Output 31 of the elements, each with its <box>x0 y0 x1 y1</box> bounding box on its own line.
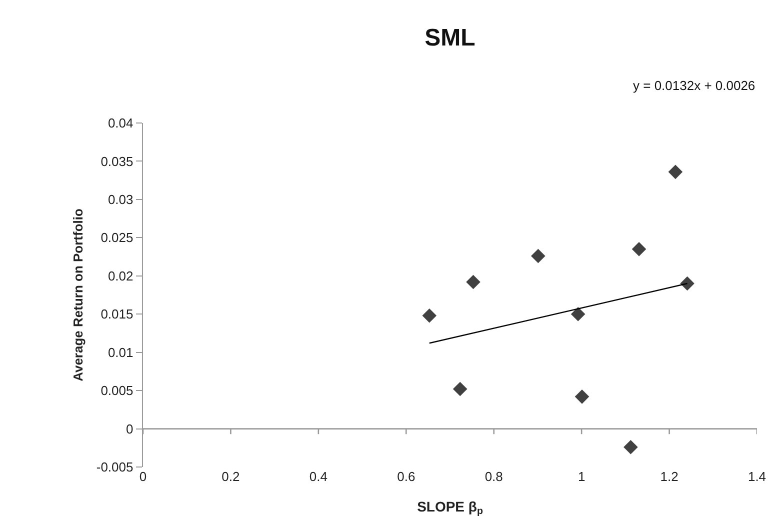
x-tick-label: 0 <box>139 469 147 484</box>
y-tick-label: 0.005 <box>100 383 134 398</box>
x-tick-label: 0.4 <box>309 469 328 484</box>
point <box>466 274 480 290</box>
x-tick-label: 0.2 <box>222 469 240 484</box>
x-tick-label: 0.8 <box>484 469 503 484</box>
point <box>531 248 546 264</box>
x-axis-title: SLOPE β$_{p}$ <box>417 498 483 518</box>
y-tick-label: -0.005 <box>96 460 134 475</box>
y-tick-label: 0 <box>126 421 134 436</box>
y-tick-label: 0.02 <box>108 268 134 284</box>
point <box>422 308 437 323</box>
text: y = 0.0132x + 0.0026 <box>633 78 756 93</box>
y-tick-label: 0.04 <box>108 116 134 131</box>
point <box>570 306 586 322</box>
y-tick-label: 0.035 <box>100 154 134 169</box>
point <box>452 382 468 396</box>
y-tick-label: 0.01 <box>108 344 134 360</box>
x-tick-label: 1.2 <box>660 469 678 484</box>
x-tick-label: 0.6 <box>397 469 416 484</box>
point <box>632 242 646 256</box>
x-tick-label: 1 <box>578 469 586 484</box>
x-tick-label: 1.4 <box>748 469 766 484</box>
y-tick-label: 0.015 <box>100 306 134 322</box>
y-axis-title: Average Return on Portfolio <box>70 208 86 382</box>
chart-title: SML <box>424 24 476 52</box>
point <box>668 164 683 180</box>
y-tick-label: 0.025 <box>100 230 134 246</box>
point <box>624 440 638 454</box>
point <box>574 390 590 404</box>
y-tick-label: 0.03 <box>108 192 134 207</box>
